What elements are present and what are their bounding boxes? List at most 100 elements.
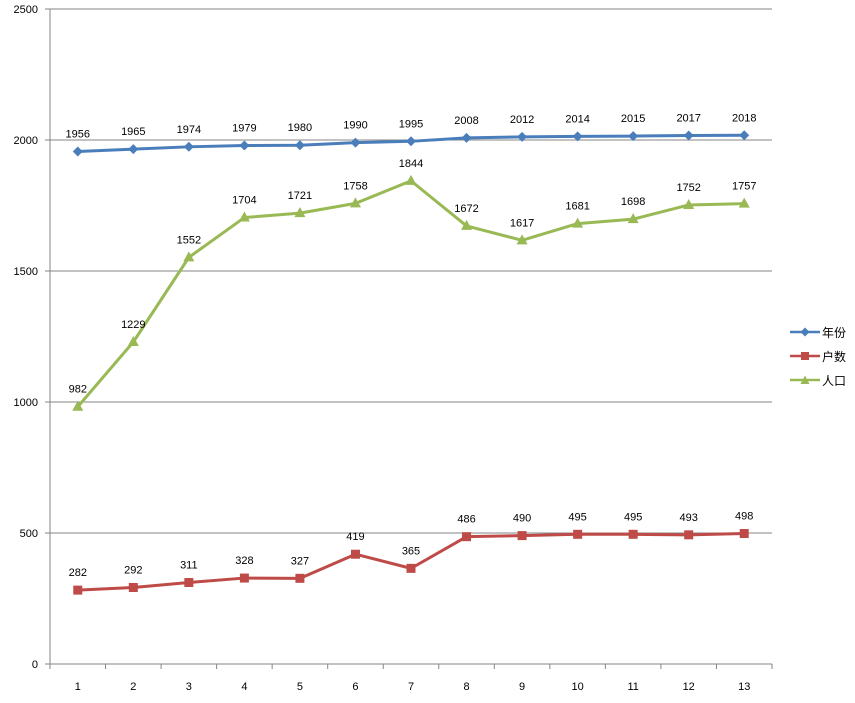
- data-point: [72, 146, 83, 157]
- data-point: [461, 132, 472, 143]
- data-point: [572, 131, 583, 142]
- x-tick-label: 9: [519, 681, 525, 693]
- data-label: 1617: [510, 217, 534, 229]
- data-label: 1995: [399, 118, 423, 130]
- data-point: [72, 400, 84, 411]
- legend-item-population: 人口: [790, 368, 846, 392]
- data-point: [739, 529, 749, 539]
- data-point: [461, 219, 473, 230]
- data-label: 1672: [454, 203, 478, 215]
- data-point: [516, 234, 528, 245]
- data-label: 495: [624, 511, 642, 523]
- data-point: [349, 197, 361, 208]
- data-label: 493: [680, 512, 698, 524]
- data-point: [128, 144, 139, 155]
- data-point: [239, 140, 250, 151]
- legend-marker-diamond-icon: [790, 327, 820, 337]
- y-tick-label: 1500: [14, 266, 38, 278]
- data-point: [128, 582, 138, 592]
- data-label: 1758: [343, 180, 367, 192]
- x-tick-label: 8: [463, 681, 469, 693]
- y-tick-label: 2000: [14, 135, 38, 147]
- y-tick-label: 1000: [14, 397, 38, 409]
- data-label: 1979: [232, 123, 256, 135]
- data-label: 1721: [288, 190, 312, 202]
- data-label: 311: [180, 560, 198, 572]
- legend-label: 年份: [822, 325, 847, 340]
- data-point: [295, 573, 305, 583]
- data-label: 419: [346, 531, 364, 543]
- y-tick-label: 2500: [14, 4, 38, 16]
- data-label: 2015: [621, 113, 645, 125]
- data-label: 2018: [732, 112, 756, 124]
- data-point: [406, 563, 416, 573]
- data-point: [350, 137, 361, 148]
- data-label: 1965: [121, 126, 145, 138]
- x-tick-label: 5: [297, 681, 303, 693]
- x-tick-label: 4: [241, 681, 247, 693]
- data-point: [462, 532, 472, 542]
- data-label: 2008: [454, 115, 478, 127]
- x-tick-label: 7: [408, 681, 414, 693]
- data-label: 2012: [510, 114, 534, 126]
- data-label: 282: [69, 567, 87, 579]
- data-point: [627, 213, 639, 224]
- data-label: 495: [568, 511, 586, 523]
- x-tick-label: 10: [571, 681, 583, 693]
- data-label: 1980: [288, 122, 312, 134]
- data-point: [73, 585, 83, 595]
- data-label: 1990: [343, 120, 367, 132]
- x-tick-label: 13: [738, 681, 750, 693]
- data-label: 2017: [676, 113, 700, 125]
- data-point: [406, 136, 416, 147]
- data-label: 498: [735, 511, 753, 523]
- data-label: 486: [457, 514, 475, 526]
- data-point: [184, 578, 194, 588]
- data-label: 1844: [399, 158, 423, 170]
- data-point: [350, 549, 360, 559]
- data-label: 1698: [621, 196, 645, 208]
- data-point: [683, 198, 695, 209]
- data-point: [683, 130, 694, 141]
- x-tick-label: 2: [130, 681, 136, 693]
- data-label: 365: [402, 545, 420, 557]
- data-label: 1552: [177, 234, 201, 246]
- data-point: [183, 251, 195, 262]
- data-point: [572, 217, 584, 228]
- data-label: 982: [69, 384, 87, 396]
- data-label: 1752: [676, 182, 700, 194]
- data-point: [573, 529, 583, 539]
- legend-label: 户数: [822, 349, 847, 364]
- data-label: 1704: [232, 195, 256, 207]
- x-tick-label: 3: [186, 681, 192, 693]
- data-label: 490: [513, 513, 531, 525]
- data-label: 1681: [565, 201, 589, 213]
- x-tick-label: 12: [683, 681, 695, 693]
- data-point: [517, 131, 528, 142]
- data-point: [517, 531, 527, 541]
- data-point: [183, 141, 194, 152]
- data-label: 1956: [66, 129, 90, 141]
- data-point: [127, 336, 139, 347]
- data-point: [739, 130, 750, 141]
- data-point: [684, 530, 694, 540]
- data-point: [294, 207, 306, 218]
- legend-item-year: 年份: [790, 320, 846, 344]
- x-tick-label: 6: [352, 681, 358, 693]
- data-label: 1757: [732, 181, 756, 193]
- y-tick-label: 0: [32, 659, 38, 671]
- data-point: [294, 140, 305, 151]
- y-tick-label: 500: [20, 528, 38, 540]
- data-label: 327: [291, 555, 309, 567]
- data-point: [628, 529, 638, 539]
- data-point: [238, 211, 250, 222]
- data-label: 1229: [121, 319, 145, 331]
- data-label: 2014: [565, 113, 589, 125]
- data-point: [738, 197, 750, 208]
- x-tick-label: 1: [75, 681, 81, 693]
- data-point: [239, 573, 249, 583]
- legend-item-households: 户数: [790, 344, 846, 368]
- legend-label: 人口: [822, 373, 847, 388]
- data-point: [628, 131, 639, 142]
